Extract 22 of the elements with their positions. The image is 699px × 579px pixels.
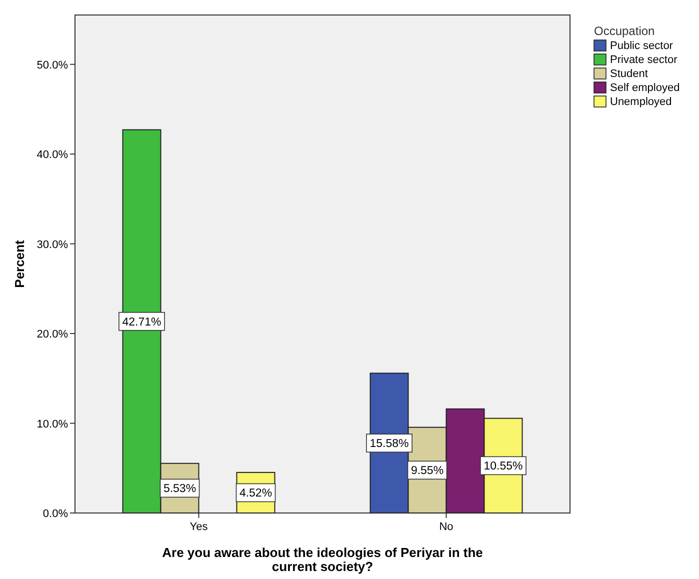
legend-label: Private sector bbox=[610, 54, 678, 66]
data-label: 15.58% bbox=[370, 438, 409, 450]
y-tick-label: 0.0% bbox=[42, 508, 68, 520]
data-label: 5.53% bbox=[163, 483, 196, 496]
legend-title: Occupation bbox=[594, 24, 655, 38]
y-axis-title: Percent bbox=[12, 239, 27, 288]
x-tick-label: No bbox=[439, 521, 454, 533]
y-tick-label: 30.0% bbox=[36, 238, 68, 251]
y-tick-label: 20.0% bbox=[36, 328, 68, 341]
y-tick-label: 50.0% bbox=[36, 59, 68, 72]
x-axis-title: Are you aware about the ideologies of Periyar in the current society? bbox=[162, 545, 483, 574]
y-tick-label: 40.0% bbox=[36, 149, 68, 162]
legend-label: Self employed bbox=[610, 82, 680, 94]
legend-label: Unemployed bbox=[610, 96, 672, 108]
data-label: 4.52% bbox=[239, 488, 272, 500]
x-tick-label: Yes bbox=[190, 521, 208, 533]
data-label: 42.71% bbox=[122, 316, 162, 328]
legend-label: Student bbox=[610, 68, 648, 80]
data-label: 10.55% bbox=[484, 460, 523, 473]
legend-label: Public sector bbox=[610, 40, 674, 52]
y-tick-label: 10.0% bbox=[36, 418, 68, 430]
data-label: 9.55% bbox=[410, 465, 444, 478]
